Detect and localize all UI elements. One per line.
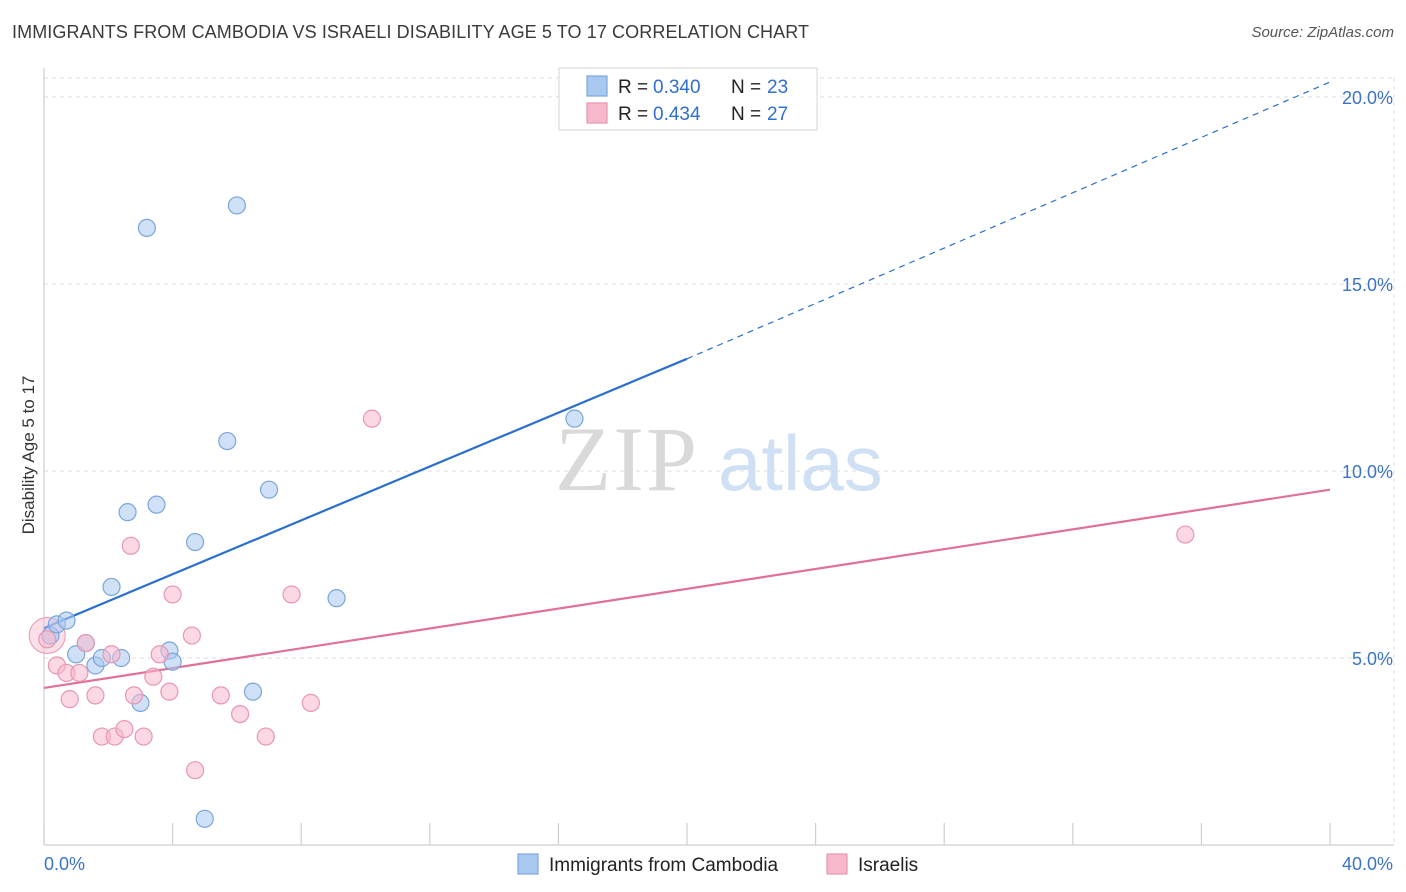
bottom-legend-label-cambodia: Immigrants from Cambodia — [549, 855, 779, 876]
point-s1-17 — [163, 585, 182, 604]
point-s1-21 — [231, 704, 250, 724]
source-label: Source: ZipAtlas.com — [1251, 24, 1394, 41]
tick-labels: 5.0% 10.0% 15.0% 20.0% 0.0% 40.0% — [44, 88, 1393, 874]
point-s0-17 — [218, 431, 237, 451]
point-s1-24 — [301, 693, 320, 712]
point-s1-18 — [182, 626, 201, 645]
point-s1-6 — [86, 686, 105, 705]
axes — [43, 68, 1394, 846]
point-s1-23 — [282, 585, 301, 604]
x-tick-label-0: 0.0% — [44, 854, 85, 874]
point-s1-4 — [70, 663, 89, 683]
legend-n-label-2: N = — [731, 104, 761, 125]
point-s0-15 — [186, 532, 205, 552]
y-axis-label: Disability Age 5 to 17 — [19, 376, 38, 535]
legend-r-label-1: R = — [618, 77, 648, 98]
point-s1-8 — [102, 645, 121, 664]
point-s0-16 — [195, 809, 214, 828]
y-tick-label-5: 5.0% — [1352, 649, 1393, 669]
legend-n-value-2: 27 — [767, 104, 788, 125]
point-s1-19 — [186, 761, 205, 780]
legend-n-label-1: N = — [731, 77, 761, 98]
point-s0-2 — [57, 611, 76, 630]
point-s1-0 — [38, 630, 57, 649]
point-s0-7 — [102, 577, 121, 597]
legend-swatch-israelis — [586, 102, 608, 124]
point-s1-16 — [160, 682, 179, 701]
y-tick-label-20: 20.0% — [1342, 88, 1393, 108]
point-s0-22 — [565, 409, 584, 428]
bottom-legend-swatch-israelis — [826, 853, 848, 875]
bottom-legend-swatch-cambodia — [517, 853, 539, 875]
point-s0-21 — [327, 589, 346, 608]
point-s0-9 — [118, 503, 137, 522]
legend-box: R = 0.340 N = 23 R = 0.434 N = 27 — [558, 67, 818, 131]
legend-r-value-1: 0.340 — [653, 77, 701, 98]
bottom-legend-label-israelis: Israelis — [858, 855, 918, 876]
point-s0-19 — [243, 682, 263, 701]
point-s1-15 — [150, 645, 169, 664]
y-tick-label-10: 10.0% — [1342, 462, 1393, 482]
watermark: ZIP atlas — [555, 408, 883, 510]
point-s1-3 — [60, 690, 79, 709]
point-s1-10 — [115, 719, 134, 739]
point-s1-5 — [76, 633, 95, 653]
trend-line-extension-0 — [686, 81, 1331, 360]
chart-title: IMMIGRANTS FROM CAMBODIA VS ISRAELI DISA… — [12, 22, 810, 42]
data-points — [28, 196, 1195, 828]
legend-r-value-2: 0.434 — [653, 104, 701, 125]
legend-n-value-1: 23 — [767, 77, 788, 98]
watermark-atlas: atlas — [718, 419, 883, 507]
x-tick-label-40: 40.0% — [1342, 854, 1393, 874]
trend-line-1 — [43, 488, 1331, 690]
trend-line-0 — [43, 357, 688, 630]
point-s1-11 — [121, 536, 140, 555]
point-s0-18 — [227, 196, 246, 215]
bottom-legend: Immigrants from Cambodia Israelis — [517, 853, 918, 876]
point-s1-14 — [144, 667, 163, 686]
point-s0-12 — [147, 495, 166, 514]
point-s1-26 — [1176, 525, 1195, 544]
point-s1-22 — [256, 727, 275, 746]
point-s0-11 — [137, 218, 156, 237]
y-tick-label-15: 15.0% — [1342, 275, 1393, 295]
legend-r-label-2: R = — [618, 104, 648, 125]
point-s1-20 — [211, 686, 230, 705]
trend-lines — [43, 81, 1331, 690]
point-s1-13 — [134, 727, 153, 746]
point-s1-25 — [362, 409, 382, 428]
point-s1-12 — [124, 686, 144, 705]
legend-swatch-cambodia — [586, 75, 608, 97]
point-s0-20 — [259, 480, 279, 499]
